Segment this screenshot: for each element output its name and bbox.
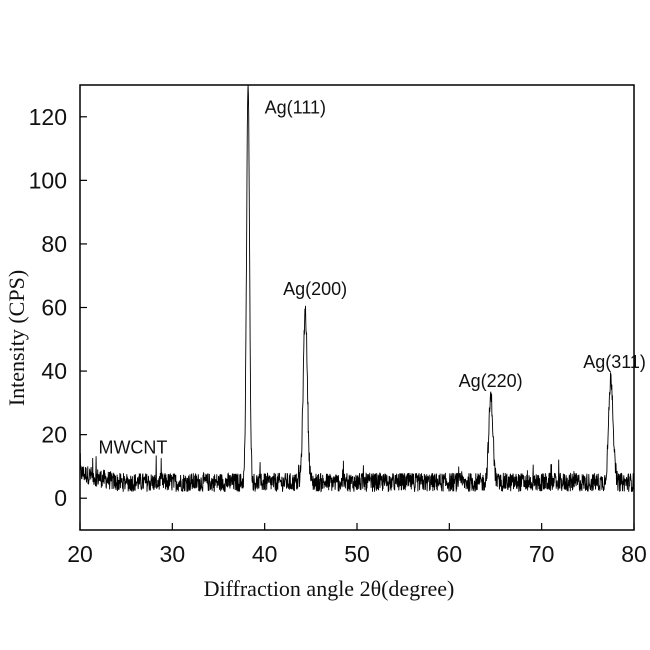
y-tick-label: 20 [41,422,67,448]
x-tick-label: 40 [252,541,278,567]
peak-label: Ag(111) [265,98,326,118]
y-tick-label: 60 [41,295,67,321]
peak-label: MWCNT [98,438,167,458]
x-tick-label: 50 [344,541,370,567]
y-tick-label: 100 [29,167,67,193]
x-tick-label: 20 [67,541,93,567]
x-axis: 20 30 40 50 60 70 80 [67,523,647,567]
xrd-series-line [79,84,635,493]
x-tick-label: 60 [437,541,463,567]
y-tick-label: 40 [41,358,67,384]
y-tick-label: 0 [54,485,67,511]
peak-label: Ag(311) [583,352,646,372]
x-tick-label: 80 [621,541,647,567]
peak-label: Ag(200) [283,279,347,299]
x-axis-title: Diffraction angle 2θ(degree) [204,576,455,601]
y-axis-title: Intensity (CPS) [4,270,29,406]
peak-label: Ag(220) [459,371,523,391]
y-tick-label: 80 [41,231,67,257]
y-tick-label: 120 [29,104,67,130]
peak-annotations: MWCNT Ag(111) Ag(200) Ag(220) Ag(311) [98,98,645,458]
x-tick-label: 70 [529,541,555,567]
x-tick-label: 30 [160,541,186,567]
plot-frame [79,84,635,531]
y-axis: 0 20 40 60 80 100 120 [29,104,87,511]
